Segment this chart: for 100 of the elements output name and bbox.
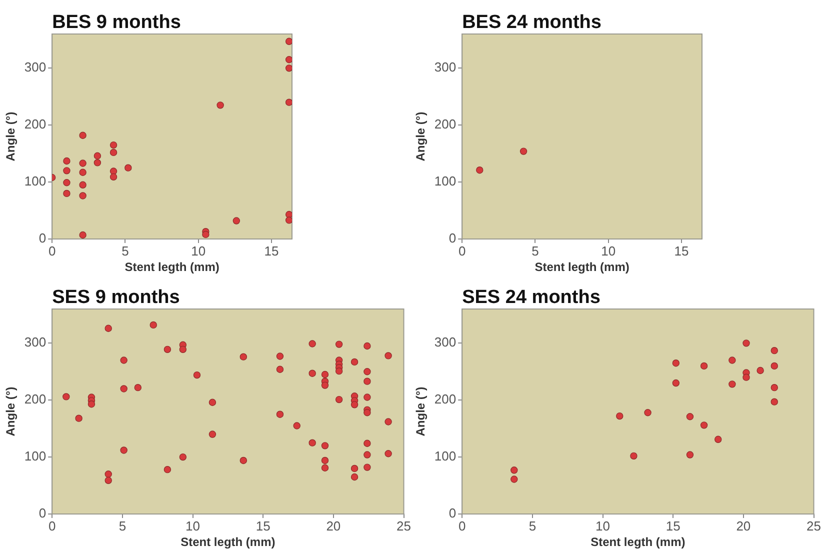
x-tick-label: 0 — [458, 518, 466, 534]
y-tick-label: 200 — [24, 116, 46, 132]
x-tick-label: 20 — [326, 518, 341, 534]
point — [384, 352, 392, 360]
x-tick-label: 20 — [736, 518, 751, 534]
point — [63, 179, 70, 186]
x-tick-label: 15 — [264, 243, 279, 258]
y-axis-title: Angle (°) — [414, 386, 428, 436]
x-axis-title: Stent legth (mm) — [590, 535, 686, 550]
point — [79, 192, 86, 200]
y-tick-label: 300 — [434, 60, 456, 75]
point — [364, 378, 371, 385]
y-tick-label: 200 — [24, 392, 46, 407]
x-axis-title: Stent legth (mm) — [180, 535, 276, 550]
y-tick-label: 200 — [434, 392, 456, 407]
x-tick-label: 0 — [458, 243, 466, 258]
point — [208, 430, 216, 438]
x-tick-label: 15 — [256, 518, 270, 534]
point — [321, 382, 329, 389]
point — [321, 464, 329, 472]
point — [193, 371, 201, 379]
point — [384, 418, 392, 426]
point — [110, 173, 118, 181]
y-tick-label: 0 — [448, 506, 456, 521]
chart-title: SES 9 months — [52, 287, 180, 308]
point — [62, 393, 70, 400]
point — [285, 56, 292, 64]
point — [63, 167, 70, 174]
point — [714, 436, 722, 444]
x-axis-title: Stent legth (mm) — [534, 260, 630, 274]
point — [364, 342, 371, 350]
y-tick-label: 300 — [24, 60, 46, 75]
point — [364, 394, 371, 401]
point — [104, 324, 112, 332]
y-tick-label: 0 — [448, 230, 456, 246]
point — [756, 366, 764, 374]
point — [321, 456, 329, 464]
point — [79, 160, 86, 167]
point — [616, 412, 624, 420]
point — [164, 346, 172, 354]
point — [770, 362, 778, 370]
point — [120, 385, 128, 392]
point — [364, 440, 371, 447]
point — [240, 353, 248, 360]
point — [104, 470, 112, 478]
chart-title: BES 9 months — [52, 12, 181, 33]
point — [321, 442, 329, 450]
x-axis-title: Stent legth (mm) — [124, 260, 220, 274]
point — [700, 362, 708, 370]
point — [276, 410, 284, 418]
point — [308, 370, 316, 377]
point — [630, 452, 638, 460]
x-tick-label: 5 — [122, 243, 129, 258]
point — [335, 340, 343, 348]
point — [110, 168, 118, 175]
y-tick-label: 0 — [38, 230, 46, 246]
y-tick-label: 100 — [24, 174, 46, 189]
point — [79, 181, 86, 189]
point — [216, 102, 224, 109]
point — [308, 439, 316, 446]
point — [94, 159, 102, 166]
x-tick-label: 15 — [666, 518, 680, 534]
point — [285, 64, 292, 72]
y-tick-label: 100 — [24, 448, 46, 464]
point — [364, 464, 371, 471]
point — [79, 231, 86, 239]
x-tick-label: 5 — [528, 518, 536, 534]
y-tick-label: 100 — [434, 174, 456, 189]
point — [350, 358, 358, 366]
point — [150, 321, 157, 329]
x-tick-label: 5 — [118, 518, 126, 534]
point — [728, 356, 736, 364]
point — [94, 152, 102, 160]
point — [308, 340, 316, 348]
x-tick-label: 5 — [532, 243, 539, 258]
point — [75, 414, 82, 422]
point — [350, 401, 358, 408]
x-tick-label: 15 — [674, 243, 689, 258]
point — [728, 380, 736, 388]
x-tick-label: 10 — [601, 243, 616, 258]
point — [770, 346, 778, 354]
point — [179, 453, 187, 461]
point — [293, 422, 300, 430]
point — [350, 473, 358, 481]
y-tick-label: 0 — [38, 506, 46, 521]
chart-title: SES 24 months — [462, 287, 600, 308]
point — [88, 400, 96, 408]
point — [686, 451, 694, 458]
x-tick-label: 25 — [806, 518, 822, 534]
point — [63, 190, 70, 198]
point — [285, 216, 292, 224]
point — [124, 164, 132, 172]
point — [232, 217, 240, 224]
point — [770, 384, 778, 392]
point — [686, 413, 694, 420]
point — [110, 141, 118, 149]
point — [134, 384, 142, 392]
point — [770, 398, 778, 406]
point — [285, 38, 292, 46]
point — [364, 368, 371, 376]
